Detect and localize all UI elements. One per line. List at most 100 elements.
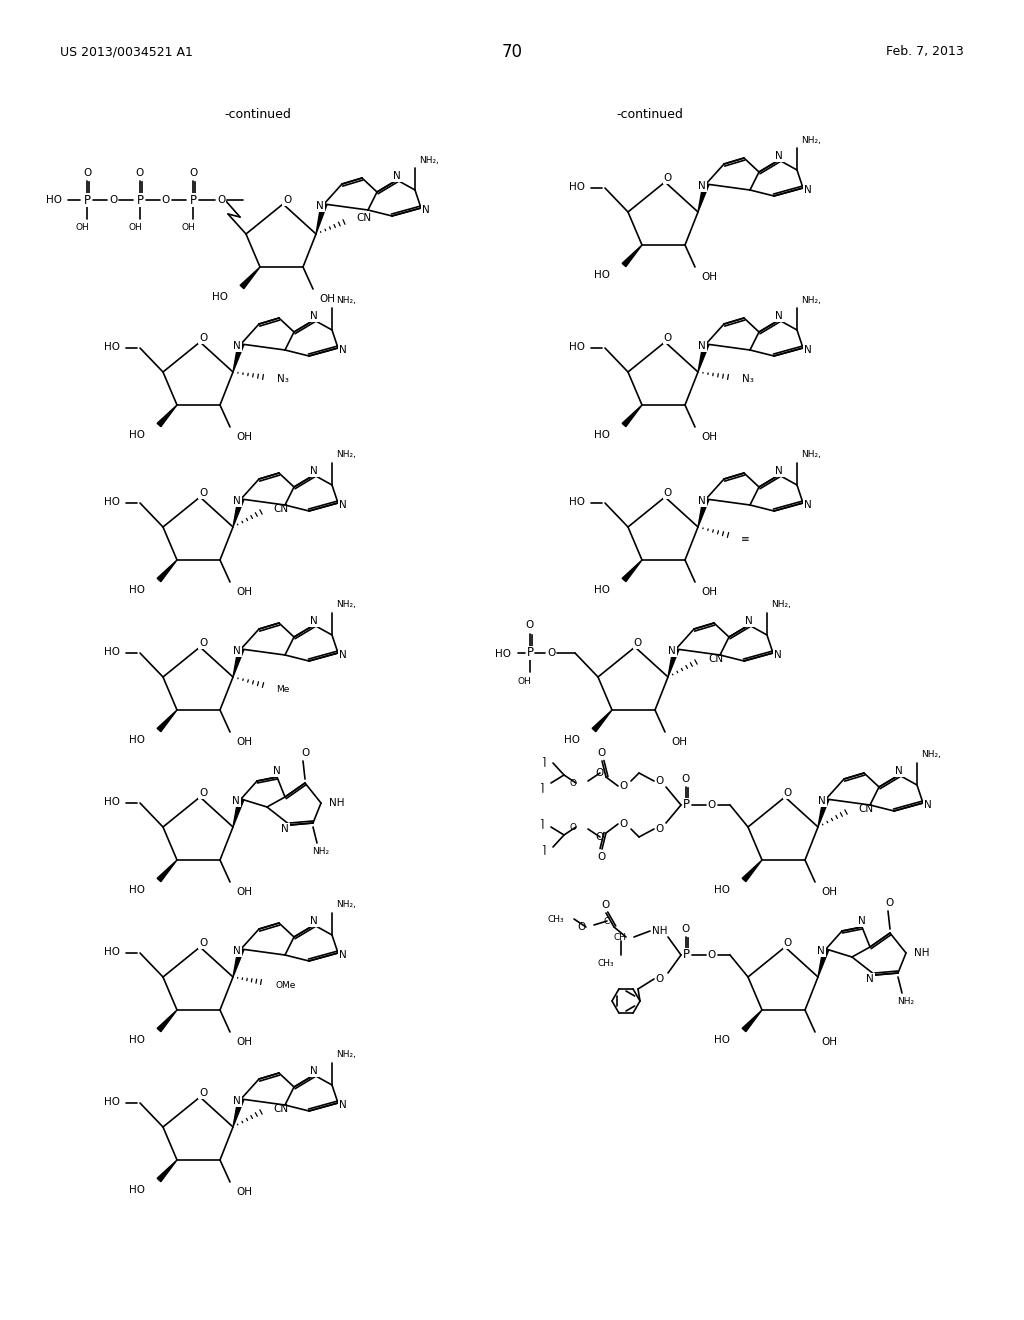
Text: NH₂,: NH₂, bbox=[771, 601, 791, 610]
Text: O: O bbox=[664, 333, 672, 343]
Text: O: O bbox=[569, 822, 575, 832]
Text: OH: OH bbox=[821, 1038, 837, 1047]
Text: O: O bbox=[136, 168, 144, 178]
Text: CN: CN bbox=[356, 213, 371, 223]
Text: O: O bbox=[708, 950, 716, 960]
Text: N: N bbox=[817, 946, 825, 956]
Text: O: O bbox=[109, 195, 117, 205]
Text: HO: HO bbox=[594, 585, 610, 595]
Text: N: N bbox=[804, 185, 812, 195]
Text: NH₂: NH₂ bbox=[312, 846, 330, 855]
Polygon shape bbox=[157, 405, 177, 426]
Text: N: N bbox=[233, 496, 241, 506]
Text: O: O bbox=[596, 832, 604, 842]
Text: O: O bbox=[199, 939, 207, 948]
Text: N: N bbox=[339, 1100, 347, 1110]
Text: OH: OH bbox=[236, 1038, 252, 1047]
Text: OH: OH bbox=[671, 737, 687, 747]
Text: HO: HO bbox=[104, 342, 120, 352]
Text: N: N bbox=[745, 616, 753, 626]
Polygon shape bbox=[233, 948, 244, 977]
Text: CH₃: CH₃ bbox=[548, 915, 564, 924]
Polygon shape bbox=[592, 710, 612, 731]
Text: P: P bbox=[683, 949, 689, 961]
Text: O: O bbox=[682, 774, 690, 784]
Text: US 2013/0034521 A1: US 2013/0034521 A1 bbox=[60, 45, 193, 58]
Text: NH₂,: NH₂, bbox=[801, 296, 821, 305]
Text: O: O bbox=[199, 1088, 207, 1098]
Text: NH: NH bbox=[652, 927, 668, 936]
Text: P: P bbox=[84, 194, 90, 206]
Text: HO: HO bbox=[129, 884, 145, 895]
Text: O: O bbox=[598, 851, 606, 862]
Text: OH: OH bbox=[236, 587, 252, 597]
Text: NH₂,: NH₂, bbox=[336, 601, 356, 610]
Polygon shape bbox=[233, 799, 244, 828]
Text: N: N bbox=[698, 181, 706, 191]
Text: -continued: -continued bbox=[616, 108, 683, 121]
Text: C: C bbox=[604, 916, 610, 925]
Text: N: N bbox=[393, 172, 400, 181]
Polygon shape bbox=[241, 267, 260, 289]
Text: NH₂,: NH₂, bbox=[801, 450, 821, 459]
Text: CH₃: CH₃ bbox=[597, 958, 614, 968]
Text: N: N bbox=[804, 500, 812, 510]
Polygon shape bbox=[623, 405, 642, 426]
Text: O: O bbox=[664, 488, 672, 498]
Text: N: N bbox=[339, 345, 347, 355]
Text: O: O bbox=[199, 333, 207, 343]
Text: OH: OH bbox=[319, 294, 335, 304]
Text: O: O bbox=[656, 974, 665, 983]
Text: HO: HO bbox=[495, 649, 511, 659]
Text: O: O bbox=[526, 620, 535, 630]
Polygon shape bbox=[157, 1010, 177, 1032]
Text: OH: OH bbox=[128, 223, 142, 232]
Text: N: N bbox=[316, 201, 324, 211]
Text: HO: HO bbox=[104, 647, 120, 657]
Text: O: O bbox=[199, 788, 207, 799]
Text: CN: CN bbox=[708, 653, 723, 664]
Text: HO: HO bbox=[594, 271, 610, 280]
Text: CN: CN bbox=[273, 504, 288, 513]
Text: N: N bbox=[895, 766, 903, 776]
Text: N: N bbox=[804, 345, 812, 355]
Polygon shape bbox=[316, 203, 327, 234]
Polygon shape bbox=[698, 343, 709, 372]
Text: HO: HO bbox=[569, 498, 585, 507]
Text: HO: HO bbox=[129, 585, 145, 595]
Text: HO: HO bbox=[714, 884, 730, 895]
Polygon shape bbox=[623, 246, 642, 267]
Text: O: O bbox=[664, 173, 672, 183]
Text: O: O bbox=[301, 748, 309, 758]
Text: N: N bbox=[858, 916, 866, 927]
Polygon shape bbox=[623, 560, 642, 582]
Text: CN: CN bbox=[858, 804, 873, 814]
Polygon shape bbox=[157, 560, 177, 582]
Text: HO: HO bbox=[129, 735, 145, 744]
Polygon shape bbox=[818, 799, 828, 828]
Polygon shape bbox=[157, 1160, 177, 1181]
Text: O: O bbox=[569, 779, 575, 788]
Text: N: N bbox=[775, 466, 783, 477]
Text: Feb. 7, 2013: Feb. 7, 2013 bbox=[886, 45, 964, 58]
Text: HO: HO bbox=[104, 1097, 120, 1107]
Text: O: O bbox=[547, 648, 555, 657]
Text: NH₂,: NH₂, bbox=[801, 136, 821, 144]
Text: HO: HO bbox=[212, 292, 228, 302]
Polygon shape bbox=[818, 948, 828, 977]
Text: N: N bbox=[818, 796, 826, 807]
Text: O: O bbox=[784, 788, 793, 799]
Polygon shape bbox=[157, 861, 177, 882]
Text: O: O bbox=[708, 800, 716, 810]
Text: N: N bbox=[774, 649, 782, 660]
Text: OH: OH bbox=[236, 737, 252, 747]
Text: O: O bbox=[656, 776, 665, 785]
Text: O: O bbox=[620, 818, 628, 829]
Text: O: O bbox=[283, 195, 291, 205]
Text: N: N bbox=[233, 341, 241, 351]
Text: NH₂,: NH₂, bbox=[336, 450, 356, 459]
Text: N: N bbox=[422, 205, 430, 215]
Text: O: O bbox=[199, 638, 207, 648]
Polygon shape bbox=[742, 1010, 762, 1032]
Text: HO: HO bbox=[104, 946, 120, 957]
